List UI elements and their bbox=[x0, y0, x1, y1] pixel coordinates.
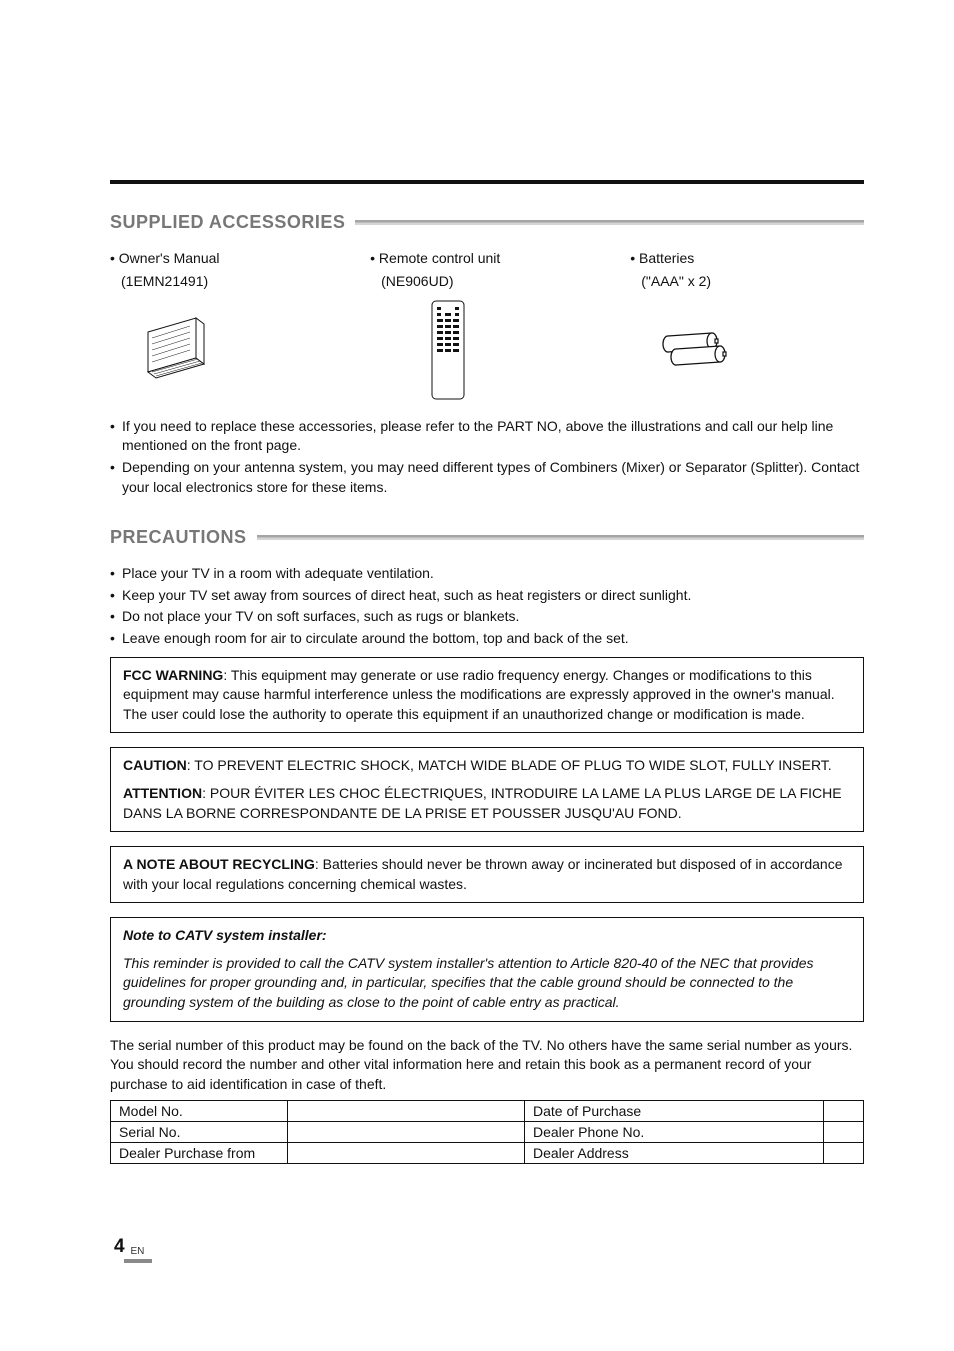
list-item: Place your TV in a room with adequate ve… bbox=[110, 564, 864, 584]
list-item: If you need to replace these accessories… bbox=[110, 417, 864, 456]
caution-lead: CAUTION bbox=[123, 757, 187, 773]
page-footer: 4 EN bbox=[114, 1236, 152, 1263]
table-cell[interactable] bbox=[824, 1143, 864, 1164]
table-cell: Serial No. bbox=[111, 1122, 288, 1143]
remote-icon bbox=[430, 299, 466, 401]
accessory-label: • Batteries bbox=[630, 249, 864, 268]
section-title-row: PRECAUTIONS bbox=[110, 527, 864, 548]
accessory-illustration bbox=[630, 295, 864, 405]
accessory-item: • Owner's Manual (1EMN21491) bbox=[110, 249, 344, 405]
attention-text: : POUR ÉVITER LES CHOC ÉLECTRIQUES, INTR… bbox=[123, 785, 842, 821]
accessory-label: • Remote control unit bbox=[370, 249, 604, 268]
accessory-illustration bbox=[370, 295, 604, 405]
list-item: Depending on your antenna system, you ma… bbox=[110, 458, 864, 497]
accessory-item: • Batteries ("AAA" x 2) bbox=[630, 249, 864, 405]
table-row: Dealer Purchase from Dealer Address bbox=[111, 1143, 864, 1164]
list-item: Keep your TV set away from sources of di… bbox=[110, 586, 864, 606]
accessory-sub: (NE906UD) bbox=[370, 272, 604, 291]
table-cell[interactable] bbox=[824, 1101, 864, 1122]
table-row: Serial No. Dealer Phone No. bbox=[111, 1122, 864, 1143]
record-intro: The serial number of this product may be… bbox=[110, 1036, 864, 1095]
title-bar bbox=[257, 535, 864, 540]
accessory-item: • Remote control unit (NE906UD) bbox=[370, 249, 604, 405]
supplied-accessories-heading: SUPPLIED ACCESSORIES bbox=[110, 212, 345, 233]
accessory-notes: If you need to replace these accessories… bbox=[110, 417, 864, 497]
page-lang: EN bbox=[130, 1246, 144, 1257]
accessory-label: • Owner's Manual bbox=[110, 249, 344, 268]
page-number: 4 bbox=[114, 1236, 125, 1257]
caution-text: : TO PREVENT ELECTRIC SHOCK, MATCH WIDE … bbox=[187, 757, 832, 773]
title-bar bbox=[355, 220, 864, 225]
manual-icon bbox=[130, 314, 222, 386]
table-cell[interactable] bbox=[288, 1143, 525, 1164]
precautions-heading: PRECAUTIONS bbox=[110, 527, 247, 548]
footer-underline bbox=[124, 1259, 152, 1263]
fcc-warning-box: FCC WARNING: This equipment may generate… bbox=[110, 657, 864, 734]
accessory-illustration bbox=[110, 295, 344, 405]
accessory-sub: ("AAA" x 2) bbox=[630, 272, 864, 291]
accessories-row: • Owner's Manual (1EMN21491) bbox=[110, 249, 864, 405]
table-row: Model No. Date of Purchase bbox=[111, 1101, 864, 1122]
batteries-icon bbox=[650, 327, 736, 373]
catv-text: This reminder is provided to call the CA… bbox=[123, 954, 851, 1013]
fcc-text: : This equipment may generate or use rad… bbox=[123, 667, 835, 722]
table-cell: Date of Purchase bbox=[525, 1101, 824, 1122]
catv-note-box: Note to CATV system installer: This remi… bbox=[110, 917, 864, 1021]
table-cell: Model No. bbox=[111, 1101, 288, 1122]
list-item: Do not place your TV on soft surfaces, s… bbox=[110, 607, 864, 627]
table-cell[interactable] bbox=[288, 1101, 525, 1122]
section-title-row: SUPPLIED ACCESSORIES bbox=[110, 212, 864, 233]
recycle-lead: A NOTE ABOUT RECYCLING bbox=[123, 856, 315, 872]
list-item: Leave enough room for air to circulate a… bbox=[110, 629, 864, 649]
page: SUPPLIED ACCESSORIES • Owner's Manual (1… bbox=[0, 0, 954, 1351]
fcc-lead: FCC WARNING bbox=[123, 667, 223, 683]
table-cell: Dealer Purchase from bbox=[111, 1143, 288, 1164]
table-cell[interactable] bbox=[288, 1122, 525, 1143]
table-cell: Dealer Phone No. bbox=[525, 1122, 824, 1143]
caution-box: CAUTION: TO PREVENT ELECTRIC SHOCK, MATC… bbox=[110, 747, 864, 832]
attention-lead: ATTENTION bbox=[123, 785, 202, 801]
table-cell[interactable] bbox=[824, 1122, 864, 1143]
accessory-sub: (1EMN21491) bbox=[110, 272, 344, 291]
catv-title: Note to CATV system installer: bbox=[123, 926, 851, 946]
precaution-bullets: Place your TV in a room with adequate ve… bbox=[110, 564, 864, 648]
top-rule bbox=[110, 180, 864, 184]
recycling-box: A NOTE ABOUT RECYCLING: Batteries should… bbox=[110, 846, 864, 903]
record-table: Model No. Date of Purchase Serial No. De… bbox=[110, 1100, 864, 1164]
table-cell: Dealer Address bbox=[525, 1143, 824, 1164]
